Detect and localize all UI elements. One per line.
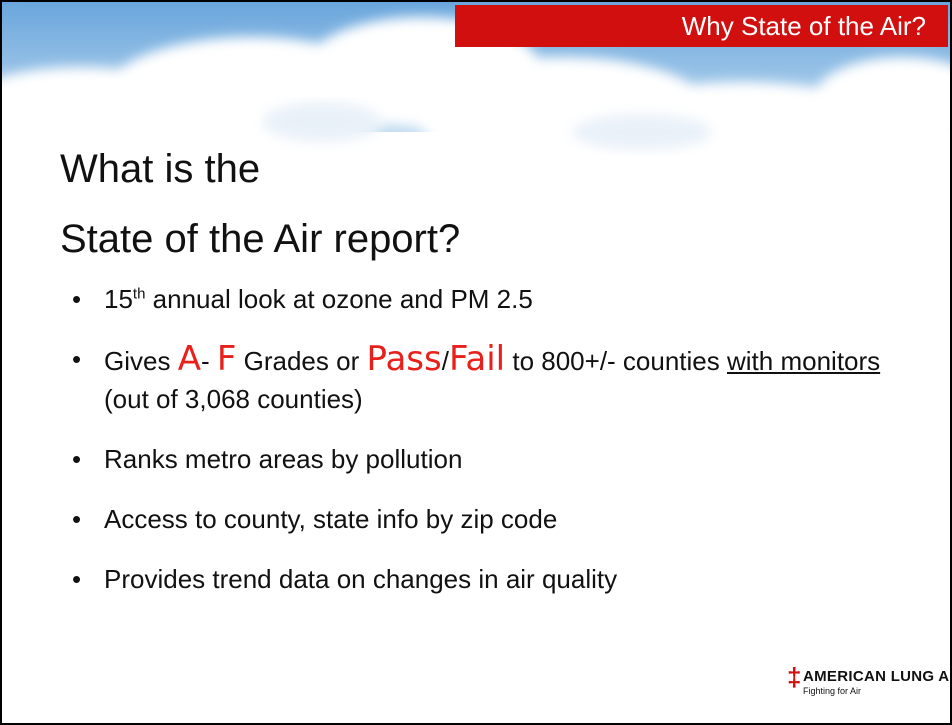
text-run: Ranks metro areas by pollution xyxy=(104,444,463,474)
title-line: What is the xyxy=(60,147,261,191)
logo-tagline: Fighting for Air xyxy=(803,686,862,696)
text-run: Fail xyxy=(448,339,506,379)
title-line: State of the Air report? xyxy=(60,217,461,261)
text-run: A xyxy=(177,339,201,379)
text-run: - xyxy=(200,346,217,376)
text-run: / xyxy=(441,346,449,376)
logo-cross: ‡ xyxy=(787,662,802,692)
text-run: 15 xyxy=(104,284,133,314)
bullet: 15th annual look at ozone and PM 2.5 xyxy=(72,280,932,318)
logo-name: AMERICAN LUNG ASSOCIATION. xyxy=(803,668,950,685)
slide-title: What is the State of the Air report? xyxy=(60,134,460,274)
text-run: Pass xyxy=(366,339,442,379)
text-run: (out of 3,068 counties) xyxy=(104,384,363,414)
text-run: to 800+/- counties xyxy=(505,346,727,376)
text-run: Grades or xyxy=(236,346,367,376)
text-run: annual look at ozone and PM 2.5 xyxy=(145,284,533,314)
text-run: Gives xyxy=(104,346,178,376)
bullet: Gives A- F Grades or Pass/Fail to 800+/-… xyxy=(72,340,932,418)
text-run: F xyxy=(216,339,237,379)
text-run: Provides trend data on changes in air qu… xyxy=(104,564,618,594)
bullet-list: 15th annual look at ozone and PM 2.5 Give… xyxy=(72,280,932,620)
text-run: th xyxy=(132,285,146,303)
bullet: Access to county, state info by zip code xyxy=(72,500,932,538)
bullet: Ranks metro areas by pollution xyxy=(72,440,932,478)
text-run: Access to county, state info by zip code xyxy=(104,504,558,534)
section-tag: Why State of the Air? xyxy=(455,5,948,47)
text-run: with monitors xyxy=(727,346,881,376)
bullet: Provides trend data on changes in air qu… xyxy=(72,560,932,598)
